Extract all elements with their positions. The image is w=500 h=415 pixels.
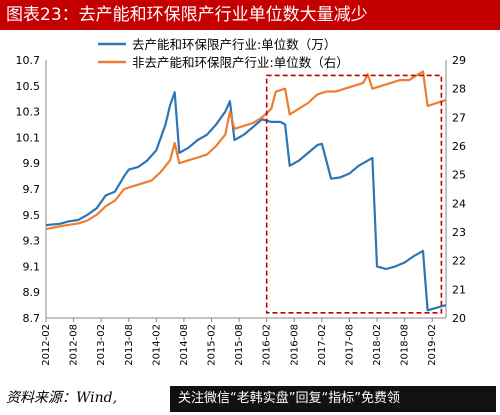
left-tick-label: 9.9 bbox=[23, 157, 41, 170]
left-tick-label: 10.3 bbox=[16, 106, 41, 119]
x-tick-label: 2017-08 bbox=[344, 324, 355, 366]
left-series-line bbox=[45, 91, 447, 312]
right-tick-label: 20 bbox=[452, 312, 466, 325]
left-axis-ticks: 8.7 8.9 9.1 9.3 9.5 9.7 9.9 10.1 10.3 10.5 10.7 bbox=[16, 54, 41, 325]
x-axis-ticks: 2012-02 2012-08 2013-02 2013-08 2014-02 2014-… bbox=[41, 318, 438, 366]
x-tick-label: 2015-02 bbox=[207, 324, 218, 366]
legend-label: 去产能和环保限产行业:单位数（万） bbox=[132, 37, 336, 52]
watermark-text: 关注微信“老韩实盘”回复“指标”免费领 bbox=[178, 391, 400, 406]
line-chart: 8.7 8.9 9.1 9.3 9.5 9.7 9.9 10.1 10.3 10.5 10.7 20… bbox=[16, 37, 467, 366]
watermark-banner: 关注微信“老韩实盘”回复“指标”免费领 bbox=[170, 386, 496, 412]
right-series-line bbox=[45, 70, 447, 231]
chart-title-bar: 图表23：去产能和环保限产行业单位数大量减少 bbox=[0, 0, 500, 30]
left-tick-label: 10.1 bbox=[16, 131, 41, 144]
legend-label: 非去产能和环保限产行业:单位数（右） bbox=[132, 55, 349, 70]
right-tick-label: 24 bbox=[452, 197, 466, 210]
x-tick-label: 2014-02 bbox=[151, 324, 162, 366]
footer: 资料来源：Wind, 关注微信“老韩实盘”回复“指标”免费领 bbox=[0, 383, 500, 415]
right-tick-label: 22 bbox=[452, 255, 466, 268]
right-tick-label: 23 bbox=[452, 226, 466, 239]
left-tick-label: 9.5 bbox=[23, 209, 41, 222]
x-tick-label: 2012-02 bbox=[41, 324, 52, 366]
left-tick-label: 8.7 bbox=[23, 312, 41, 325]
right-axis-ticks: 20 21 22 23 24 25 26 27 28 29 bbox=[452, 54, 466, 325]
right-tick-label: 26 bbox=[452, 140, 466, 153]
left-tick-label: 10.7 bbox=[16, 54, 41, 67]
x-tick-label: 2013-02 bbox=[96, 324, 107, 366]
right-tick-label: 29 bbox=[452, 54, 466, 67]
legend: 去产能和环保限产行业:单位数（万） 非去产能和环保限产行业:单位数（右） bbox=[98, 37, 349, 70]
source-note: 资料来源：Wind, bbox=[6, 390, 118, 406]
x-tick-label: 2019-02 bbox=[427, 324, 438, 366]
left-tick-label: 9.3 bbox=[23, 235, 41, 248]
highlight-box bbox=[265, 74, 443, 314]
x-tick-label: 2018-08 bbox=[400, 324, 411, 366]
highlight-layer bbox=[265, 74, 443, 314]
x-tick-label: 2017-02 bbox=[317, 324, 328, 366]
right-tick-label: 27 bbox=[452, 111, 466, 124]
x-tick-label: 2018-02 bbox=[372, 324, 383, 366]
x-tick-label: 2014-08 bbox=[179, 324, 190, 366]
x-tick-label: 2015-08 bbox=[234, 324, 245, 366]
left-tick-label: 10.5 bbox=[16, 80, 41, 93]
x-tick-label: 2013-08 bbox=[124, 324, 135, 366]
right-tick-label: 21 bbox=[452, 283, 466, 296]
right-tick-label: 28 bbox=[452, 83, 466, 96]
chart-title: 图表23：去产能和环保限产行业单位数大量减少 bbox=[6, 5, 368, 25]
left-tick-label: 9.1 bbox=[23, 260, 41, 273]
x-tick-label: 2016-08 bbox=[289, 324, 300, 366]
series-lines bbox=[45, 70, 447, 312]
x-tick-label: 2012-08 bbox=[69, 324, 80, 366]
x-tick-label: 2016-02 bbox=[262, 324, 273, 366]
left-tick-label: 9.7 bbox=[23, 183, 41, 196]
grid-layer bbox=[45, 60, 447, 319]
right-tick-label: 25 bbox=[452, 169, 466, 182]
left-tick-label: 8.9 bbox=[23, 286, 41, 299]
